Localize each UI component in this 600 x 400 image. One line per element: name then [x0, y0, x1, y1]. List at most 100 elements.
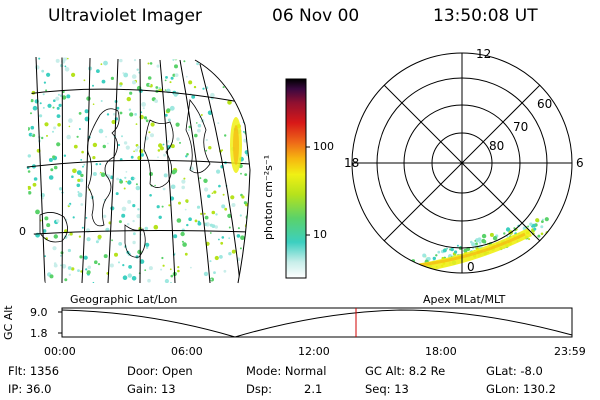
emission-dot: [170, 76, 174, 80]
emission-dot: [123, 187, 126, 190]
emission-dot: [39, 114, 43, 118]
aurora-dot: [435, 254, 438, 257]
emission-dot: [68, 203, 71, 207]
parallel-line: [26, 159, 250, 169]
emission-dot: [99, 163, 102, 166]
emission-dot: [67, 266, 72, 270]
emission-dot: [176, 137, 180, 141]
lat-ring-label-70: 70: [513, 120, 529, 134]
emission-dot: [231, 203, 236, 207]
emission-dot: [137, 208, 140, 211]
emission-dot: [46, 223, 51, 228]
emission-dot: [148, 131, 151, 134]
emission-dot: [27, 154, 31, 158]
emission-dot: [100, 172, 106, 177]
emission-dot: [222, 86, 225, 89]
emission-dot: [78, 112, 82, 115]
emission-dot: [167, 118, 171, 122]
emission-dot: [240, 235, 245, 240]
aurora-dot: [437, 250, 441, 254]
aurora-dot: [537, 234, 541, 238]
emission-dot: [228, 252, 232, 256]
emission-dot: [39, 102, 42, 105]
emission-dot: [150, 133, 154, 138]
emission-dot: [32, 182, 37, 187]
emission-dot: [174, 73, 179, 77]
emission-dot: [130, 155, 134, 159]
emission-dot: [182, 242, 187, 247]
emission-dot: [183, 60, 186, 63]
emission-dot: [60, 264, 62, 267]
emission-dot: [31, 133, 34, 136]
emission-dot: [64, 65, 67, 68]
emission-dot: [216, 169, 221, 174]
emission-dot: [49, 274, 54, 279]
emission-dot: [208, 146, 212, 150]
emission-dot: [213, 271, 216, 274]
emission-dot: [222, 193, 225, 196]
emission-dot: [117, 143, 121, 147]
emission-dot: [45, 89, 48, 92]
emission-dot: [33, 177, 38, 181]
emission-dot: [143, 116, 148, 120]
aurora-dot: [432, 256, 436, 261]
emission-dot: [128, 265, 133, 269]
emission-dot: [78, 128, 81, 130]
emission-dot: [149, 194, 152, 197]
emission-dot: [67, 248, 71, 253]
emission-dot: [76, 170, 82, 176]
emission-dot: [170, 274, 174, 278]
emission-dot: [153, 224, 159, 230]
aurora-dot: [427, 257, 431, 261]
aurora-dot: [541, 220, 544, 224]
emission-dot: [241, 195, 245, 199]
emission-dot: [164, 89, 167, 91]
emission-dot: [173, 234, 178, 239]
emission-dot: [133, 177, 136, 180]
emission-dot: [92, 281, 95, 283]
colorbar-tick-10: 10: [313, 228, 327, 241]
emission-dot: [127, 273, 132, 278]
emission-dot: [240, 172, 242, 175]
gc-altitude: GC Alt: 8.2 Re: [365, 364, 446, 378]
meridian-line: [179, 59, 211, 283]
emission-dot: [186, 223, 189, 227]
emission-dot: [188, 129, 190, 131]
emission-dot: [239, 247, 242, 250]
emission-dot: [60, 254, 62, 257]
emission-dot: [146, 82, 151, 87]
emission-dot: [124, 176, 127, 179]
emission-dot: [50, 168, 54, 172]
emission-dot: [142, 107, 145, 110]
mlt-label-12: 12: [476, 47, 492, 61]
emission-dot: [135, 123, 138, 125]
date-label: 06 Nov 00: [272, 6, 360, 26]
emission-dot: [132, 219, 135, 223]
emission-dot: [127, 199, 132, 204]
instrument-title: Ultraviolet Imager: [48, 6, 202, 26]
emission-dot: [46, 134, 48, 137]
emission-dot: [211, 210, 216, 215]
emission-dot: [41, 69, 45, 73]
emission-dot: [63, 154, 67, 157]
emission-dot: [184, 208, 187, 211]
emission-dot: [139, 259, 145, 264]
emission-dot: [245, 161, 247, 163]
emission-dot: [148, 266, 153, 271]
emission-dot: [154, 184, 156, 187]
aurora-dot: [533, 227, 537, 231]
emission-dot: [107, 142, 109, 145]
emission-dot: [136, 145, 140, 149]
geo-map-label: Geographic Lat/Lon: [70, 293, 178, 306]
emission-dot: [73, 144, 78, 149]
emission-dot: [81, 150, 84, 154]
aurora-dot: [470, 240, 473, 244]
timeline-xtick-2359: 23:59: [554, 345, 586, 358]
emission-dot: [134, 148, 139, 152]
emission-dot: [242, 131, 245, 133]
aurora-dot: [475, 242, 478, 246]
emission-dot: [53, 165, 58, 170]
emission-dot: [103, 254, 108, 259]
emission-dot: [121, 135, 123, 138]
